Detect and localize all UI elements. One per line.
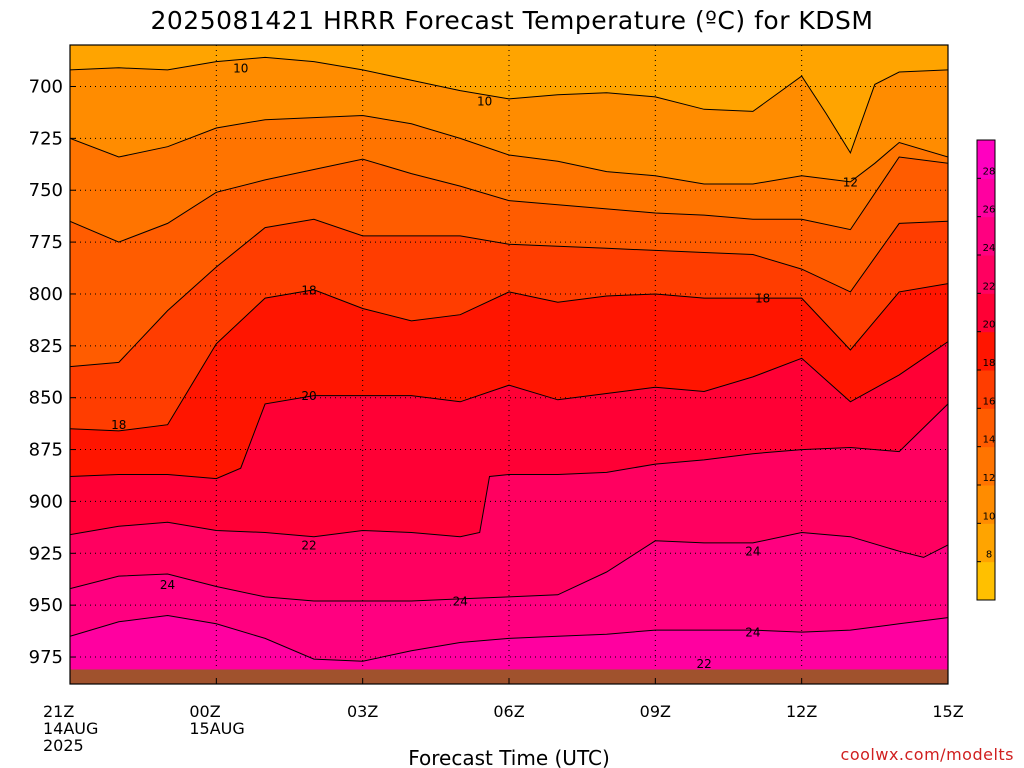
x-tick-label: 21Z 14AUG 2025 <box>43 702 98 755</box>
contour-label: 10 <box>233 61 248 75</box>
contour-label: 18 <box>111 418 126 432</box>
colorbar-tick-label: 28 <box>983 166 996 177</box>
colorbar-segment <box>977 178 995 218</box>
x-tick-label: 12Z <box>786 702 817 721</box>
colorbar-segment <box>977 485 995 524</box>
y-tick-label: 750 <box>29 180 63 201</box>
colorbar-tick-label: 18 <box>983 358 996 369</box>
y-tick-label: 700 <box>29 76 63 97</box>
contour-label: 22 <box>696 657 711 671</box>
contour-line-18 <box>70 283 948 432</box>
y-tick-label: 900 <box>29 491 63 512</box>
colorbar-segment <box>977 216 995 256</box>
colorbar-segment <box>977 561 995 601</box>
colorbar-segment <box>977 446 995 486</box>
contour-label: 10 <box>477 95 492 109</box>
y-tick-label: 800 <box>29 284 63 305</box>
contour-line-22 <box>70 403 948 538</box>
y-tick-label: 850 <box>29 388 63 409</box>
contour-label: 24 <box>160 578 175 592</box>
colorbar-tick-label: 14 <box>983 435 996 446</box>
x-tick-line: 2025 <box>43 736 84 755</box>
colorbar-tick-label: 24 <box>983 243 996 254</box>
y-tick-label: 975 <box>29 647 63 668</box>
x-tick-label: 06Z <box>493 702 524 721</box>
band-below-24-lower- <box>70 615 948 684</box>
y-tick-label: 950 <box>29 595 63 616</box>
chart-title: 2025081421 HRRR Forecast Temperature (ºC… <box>151 6 874 35</box>
colorbar-segment <box>977 370 995 409</box>
x-tick-line: 21Z <box>43 702 74 721</box>
x-tick-line: 14AUG <box>43 719 98 738</box>
contour-label: 18 <box>755 292 770 306</box>
x-tick-line: 12Z <box>786 702 817 721</box>
x-tick-label: 09Z <box>640 702 671 721</box>
y-tick-label: 725 <box>29 128 63 149</box>
contour-label: 18 <box>301 283 316 297</box>
colorbar-tick-label: 8 <box>986 550 992 561</box>
x-tick-label: 15Z <box>932 702 963 721</box>
colorbar-segment <box>977 408 995 448</box>
y-tick-label: 825 <box>29 336 63 357</box>
contour-line-24-lower- <box>70 614 948 662</box>
colorbar-segment <box>977 331 995 371</box>
contour-line-12 <box>70 114 948 185</box>
colorbar: 8 10 12 14 16 18 20 22 24 26 28 <box>976 139 996 601</box>
x-tick-line: 09Z <box>640 702 671 721</box>
contour-line-24 <box>70 531 948 602</box>
x-tick-line: 06Z <box>493 702 524 721</box>
contour-line-20 <box>70 341 948 480</box>
colorbar-tick-label: 20 <box>983 320 996 331</box>
credit-link[interactable]: coolwx.com/modelts <box>841 745 1014 764</box>
colorbar-tick-label: 22 <box>983 281 996 292</box>
x-tick-line: 00Z <box>189 702 220 721</box>
x-axis-label: Forecast Time (UTC) <box>408 746 610 768</box>
x-tick-line: 15Z <box>932 702 963 721</box>
colorbar-segment <box>977 523 995 563</box>
contour-label: 20 <box>301 389 316 403</box>
colorbar-tick-label: 12 <box>983 473 996 484</box>
y-tick-label: 925 <box>29 543 63 564</box>
y-tick-label: 775 <box>29 232 63 253</box>
contour-label: 22 <box>301 538 316 552</box>
contour-line-10 <box>70 56 948 155</box>
contour-labels: 10 10 12 18 18 18 20 22 24 24 24 24 22 <box>111 61 858 671</box>
x-tick-label: 00Z 15AUG <box>189 702 244 738</box>
colorbar-tick-label: 26 <box>983 205 996 216</box>
colorbar-segment <box>977 255 995 294</box>
x-tick-label: 03Z <box>347 702 378 721</box>
colorbar-segment <box>977 140 995 179</box>
contour-label: 24 <box>453 595 468 609</box>
contour-label: 24 <box>745 545 760 559</box>
contour-label: 12 <box>843 175 858 189</box>
x-tick-line: 03Z <box>347 702 378 721</box>
y-tick-label: 875 <box>29 440 63 461</box>
colorbar-tick-label: 16 <box>983 396 996 407</box>
contour-label: 24 <box>745 626 760 640</box>
contour-line-16 <box>70 218 948 368</box>
colorbar-segment <box>977 293 995 333</box>
x-tick-line: 15AUG <box>189 719 244 738</box>
plot-area <box>70 45 948 684</box>
ground-surface <box>70 669 948 684</box>
colorbar-tick-label: 10 <box>983 511 996 522</box>
